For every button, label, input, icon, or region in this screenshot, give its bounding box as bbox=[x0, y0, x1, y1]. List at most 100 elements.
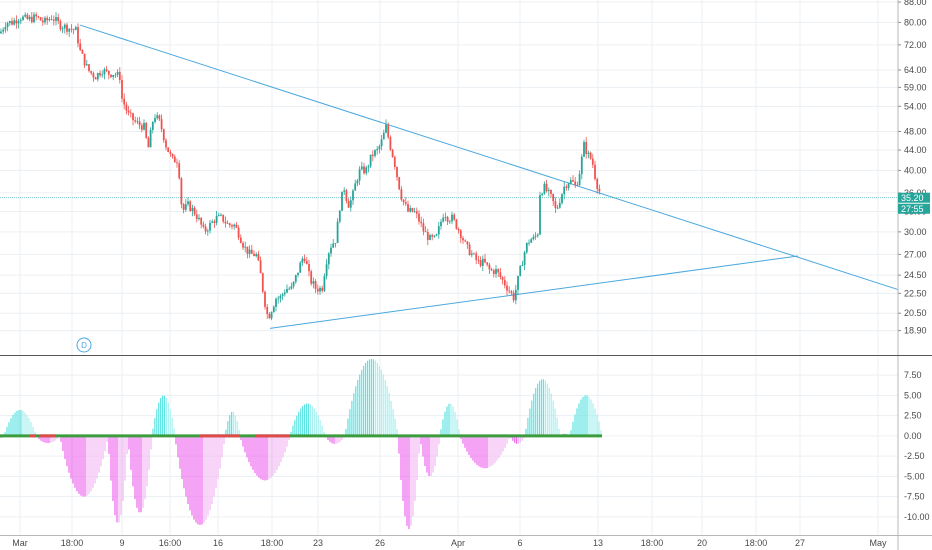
x-tick-label: 9 bbox=[119, 538, 124, 548]
osc-tick-label: -2.50 bbox=[904, 451, 925, 461]
candle bbox=[490, 267, 493, 272]
x-tick-label: May bbox=[869, 538, 887, 548]
candle bbox=[250, 244, 253, 254]
candle bbox=[354, 179, 357, 191]
candle bbox=[376, 146, 379, 155]
candle bbox=[90, 70, 93, 76]
candle bbox=[499, 268, 502, 280]
candle bbox=[211, 219, 214, 224]
candle bbox=[382, 129, 385, 140]
interval-marker[interactable]: D bbox=[76, 337, 92, 353]
candle bbox=[156, 112, 159, 121]
candle bbox=[547, 187, 550, 197]
y-tick-label: 22.50 bbox=[904, 288, 927, 298]
candle bbox=[464, 239, 467, 243]
candle bbox=[195, 209, 198, 223]
candle bbox=[83, 53, 86, 69]
x-tick-label: 18:00 bbox=[61, 538, 84, 548]
candle bbox=[151, 121, 154, 134]
candle bbox=[558, 198, 561, 209]
candle bbox=[506, 281, 508, 296]
candle bbox=[519, 265, 522, 277]
candle bbox=[286, 284, 288, 294]
candle bbox=[308, 259, 310, 277]
candle bbox=[103, 67, 106, 80]
candle bbox=[94, 76, 97, 80]
candle bbox=[261, 272, 264, 294]
candle bbox=[110, 74, 112, 78]
candle bbox=[321, 285, 324, 293]
y-tick-label: 59.00 bbox=[904, 82, 927, 92]
candle bbox=[132, 112, 134, 126]
candle bbox=[55, 12, 57, 26]
candle bbox=[528, 239, 530, 246]
candle bbox=[343, 187, 346, 195]
candle bbox=[72, 28, 75, 35]
candle bbox=[248, 245, 251, 258]
candle bbox=[369, 154, 372, 168]
candle bbox=[580, 154, 583, 180]
candle bbox=[514, 284, 517, 305]
candle bbox=[143, 119, 145, 131]
trendline-ascending[interactable] bbox=[269, 255, 799, 329]
candle bbox=[200, 217, 203, 229]
candle bbox=[396, 166, 398, 181]
candle bbox=[532, 234, 535, 241]
candle bbox=[127, 105, 130, 116]
candle bbox=[213, 219, 216, 228]
candle bbox=[162, 128, 165, 143]
x-tick-label: 18:00 bbox=[641, 538, 664, 548]
candle bbox=[530, 237, 533, 244]
candle bbox=[470, 250, 473, 258]
candle bbox=[237, 225, 240, 241]
y-tick-label: 48.00 bbox=[904, 126, 927, 136]
candle bbox=[253, 250, 255, 257]
candle bbox=[550, 189, 552, 198]
candle bbox=[24, 12, 27, 18]
candle bbox=[187, 197, 189, 207]
osc-tick-label: 2.50 bbox=[904, 411, 922, 421]
candle bbox=[440, 218, 442, 230]
candle bbox=[409, 205, 412, 213]
y-tick-label: 64.00 bbox=[904, 65, 927, 75]
candle bbox=[473, 252, 475, 255]
candle bbox=[391, 148, 394, 158]
osc-tick-label: 7.50 bbox=[904, 370, 922, 380]
candle bbox=[424, 226, 427, 233]
candle bbox=[422, 218, 425, 236]
candle bbox=[389, 135, 392, 152]
candle bbox=[182, 203, 185, 214]
trendlines bbox=[0, 24, 899, 329]
candle bbox=[525, 242, 528, 254]
candle bbox=[92, 71, 95, 82]
osc-tick-label: -10.00 bbox=[904, 512, 930, 522]
candle bbox=[371, 150, 374, 162]
candle bbox=[264, 290, 266, 310]
candle bbox=[77, 23, 79, 48]
candle bbox=[2, 27, 5, 35]
candle bbox=[336, 218, 339, 244]
candle bbox=[402, 199, 405, 206]
candle bbox=[495, 264, 497, 278]
trendline-descending[interactable] bbox=[79, 24, 899, 291]
x-tick-label: Apr bbox=[451, 538, 465, 548]
candle bbox=[545, 179, 548, 193]
candle bbox=[96, 72, 99, 82]
candle bbox=[297, 272, 299, 278]
candle bbox=[411, 207, 414, 213]
candle bbox=[451, 211, 453, 225]
candle bbox=[226, 220, 229, 225]
candle bbox=[466, 240, 469, 249]
y-tick-label: 30.00 bbox=[904, 227, 927, 237]
candle bbox=[413, 207, 416, 213]
candle bbox=[17, 18, 20, 29]
candle bbox=[380, 134, 383, 151]
candle bbox=[61, 26, 64, 33]
y-tick-label: 27.00 bbox=[904, 249, 927, 259]
candle bbox=[134, 116, 137, 124]
candle bbox=[209, 220, 211, 234]
candle bbox=[479, 256, 482, 268]
x-tick-label: 18:00 bbox=[745, 538, 768, 548]
osc-tick-label: -7.50 bbox=[904, 492, 925, 502]
candle bbox=[176, 158, 178, 168]
